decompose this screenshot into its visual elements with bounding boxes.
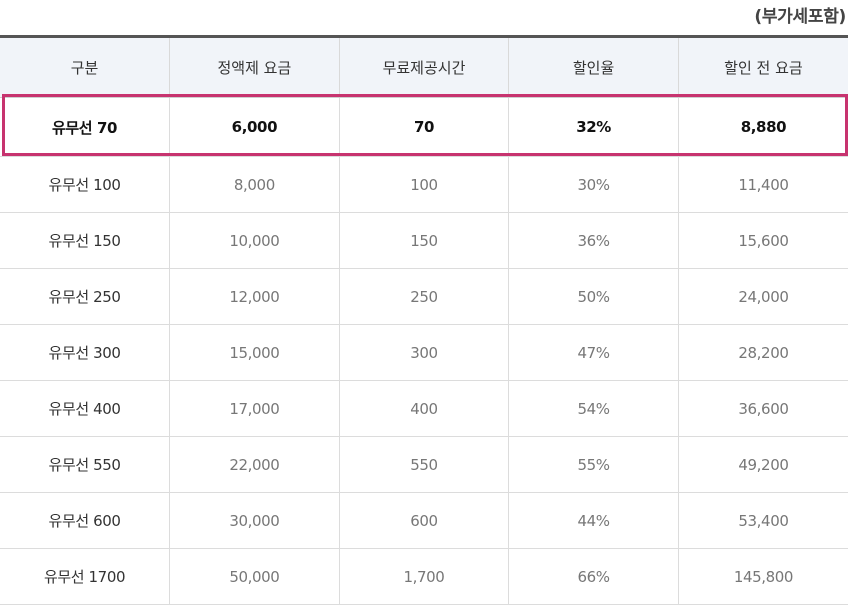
cell-free-time: 100 xyxy=(338,156,509,213)
cell-flat-rate-fee: 22,000 xyxy=(169,436,340,493)
cell-flat-rate-fee: 50,000 xyxy=(169,548,340,605)
cell-price-before-discount: 49,200 xyxy=(677,436,848,493)
cell-discount-rate: 47% xyxy=(508,324,679,381)
cell-free-time: 1,700 xyxy=(338,548,509,605)
header-discount-rate: 할인율 xyxy=(508,35,679,98)
cell-free-time: 70 xyxy=(338,97,509,157)
header-flat-rate-fee: 정액제 요금 xyxy=(169,35,340,98)
header-free-time: 무료제공시간 xyxy=(338,35,509,98)
cell-discount-rate: 66% xyxy=(508,548,679,605)
cell-free-time: 600 xyxy=(338,492,509,549)
table-row: 유무선 100 8,000 100 30% 11,400 xyxy=(0,156,848,213)
cell-price-before-discount: 145,800 xyxy=(677,548,848,605)
cell-flat-rate-fee: 12,000 xyxy=(169,268,340,325)
cell-price-before-discount: 28,200 xyxy=(677,324,848,381)
cell-category: 유무선 400 xyxy=(0,380,170,437)
cell-discount-rate: 54% xyxy=(508,380,679,437)
cell-flat-rate-fee: 30,000 xyxy=(169,492,340,549)
pricing-table-container: 구분 정액제 요금 무료제공시간 할인율 할인 전 요금 유무선 70 6,00… xyxy=(0,35,848,605)
cell-category: 유무선 300 xyxy=(0,324,170,381)
table-row: 유무선 150 10,000 150 36% 15,600 xyxy=(0,212,848,269)
cell-discount-rate: 32% xyxy=(508,97,679,157)
cell-flat-rate-fee: 10,000 xyxy=(169,212,340,269)
cell-flat-rate-fee: 8,000 xyxy=(169,156,340,213)
table-row: 유무선 250 12,000 250 50% 24,000 xyxy=(0,268,848,325)
cell-category: 유무선 150 xyxy=(0,212,170,269)
cell-price-before-discount: 53,400 xyxy=(677,492,848,549)
vat-note: (부가세포함) xyxy=(754,7,846,27)
cell-discount-rate: 44% xyxy=(508,492,679,549)
table-row-highlighted: 유무선 70 6,000 70 32% 8,880 xyxy=(0,97,848,157)
cell-price-before-discount: 36,600 xyxy=(677,380,848,437)
cell-discount-rate: 50% xyxy=(508,268,679,325)
pricing-table: 구분 정액제 요금 무료제공시간 할인율 할인 전 요금 유무선 70 6,00… xyxy=(0,35,848,605)
table-row: 유무선 400 17,000 400 54% 36,600 xyxy=(0,380,848,437)
cell-free-time: 250 xyxy=(338,268,509,325)
cell-free-time: 150 xyxy=(338,212,509,269)
cell-price-before-discount: 11,400 xyxy=(677,156,848,213)
cell-discount-rate: 30% xyxy=(508,156,679,213)
table-row: 유무선 300 15,000 300 47% 28,200 xyxy=(0,324,848,381)
cell-flat-rate-fee: 6,000 xyxy=(169,97,340,157)
cell-flat-rate-fee: 15,000 xyxy=(169,324,340,381)
table-row: 유무선 600 30,000 600 44% 53,400 xyxy=(0,492,848,549)
cell-price-before-discount: 8,880 xyxy=(677,97,848,157)
cell-price-before-discount: 15,600 xyxy=(677,212,848,269)
table-row: 유무선 1700 50,000 1,700 66% 145,800 xyxy=(0,548,848,605)
cell-discount-rate: 36% xyxy=(508,212,679,269)
table-row: 유무선 550 22,000 550 55% 49,200 xyxy=(0,436,848,493)
header-category: 구분 xyxy=(0,35,170,98)
cell-category: 유무선 550 xyxy=(0,436,170,493)
cell-category: 유무선 600 xyxy=(0,492,170,549)
cell-flat-rate-fee: 17,000 xyxy=(169,380,340,437)
cell-category: 유무선 70 xyxy=(0,97,170,157)
cell-free-time: 550 xyxy=(338,436,509,493)
cell-free-time: 300 xyxy=(338,324,509,381)
cell-category: 유무선 250 xyxy=(0,268,170,325)
header-price-before-discount: 할인 전 요금 xyxy=(677,35,848,98)
cell-category: 유무선 100 xyxy=(0,156,170,213)
cell-free-time: 400 xyxy=(338,380,509,437)
cell-price-before-discount: 24,000 xyxy=(677,268,848,325)
cell-discount-rate: 55% xyxy=(508,436,679,493)
table-header-row: 구분 정액제 요금 무료제공시간 할인율 할인 전 요금 xyxy=(0,35,848,98)
cell-category: 유무선 1700 xyxy=(0,548,170,605)
